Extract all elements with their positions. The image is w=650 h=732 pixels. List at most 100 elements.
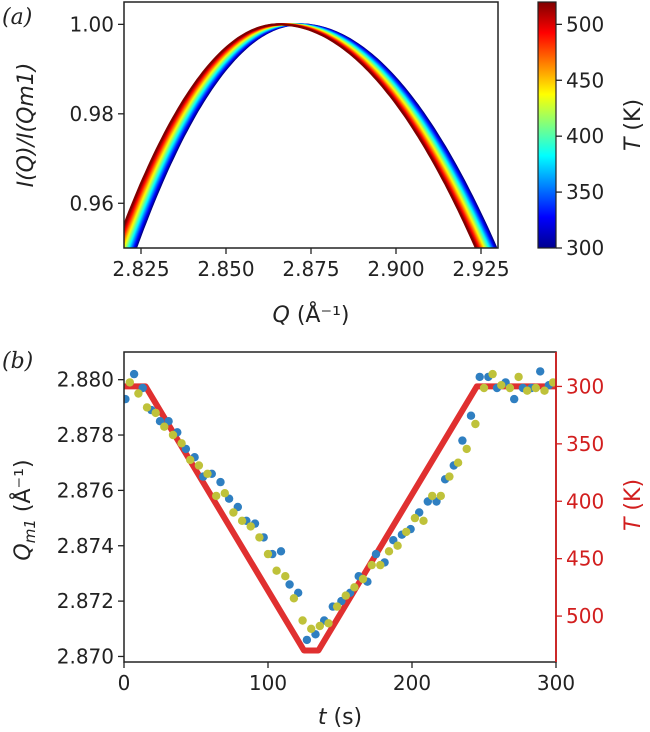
- data-point-olive: [307, 624, 316, 633]
- x-tick-label: 300: [537, 671, 575, 695]
- y-tick-label: 2.876: [57, 478, 114, 502]
- data-point-olive: [376, 560, 385, 570]
- right-tick-label: 400: [566, 489, 604, 513]
- data-point-blue: [475, 372, 484, 382]
- data-point-olive: [471, 419, 480, 429]
- data-point-olive: [255, 533, 264, 542]
- y-tick-label: 2.880: [57, 368, 114, 392]
- data-point-olive: [186, 455, 195, 465]
- y-axis-b: 2.870 2.872 2.874 2.876 2.878 2.880: [57, 368, 124, 668]
- data-point-olive: [246, 522, 255, 531]
- y-tick-label: 2.878: [57, 423, 114, 447]
- y-tick-label: 2.874: [57, 534, 114, 558]
- x-axis-b: 0 100 200 300: [118, 662, 575, 695]
- x-tick-label: 2.925: [452, 257, 509, 281]
- data-point-olive: [497, 381, 506, 390]
- colorbar-tick-label: 400: [566, 124, 604, 148]
- data-point-olive: [540, 386, 549, 395]
- data-point-olive: [531, 383, 540, 393]
- data-point-blue: [124, 394, 130, 404]
- colorbar-tick-label: 350: [566, 180, 604, 204]
- panel-a-label: (a): [2, 5, 32, 30]
- colorbar-tick-label: 300: [566, 236, 604, 260]
- x-axis-label-a: Q (Å⁻¹): [273, 301, 350, 328]
- y-axis-label-a: I(Q)/I(Qm1): [14, 63, 39, 188]
- data-point-olive: [194, 461, 204, 470]
- data-point-olive: [505, 383, 515, 393]
- right-axis-b: 300 350 400 450 500: [556, 374, 604, 628]
- panel-a: (a) 2.825 2.850 2.875 2.900 2.925 0.96 0.98 1.…: [2, 1, 646, 328]
- data-point-olive: [384, 547, 394, 556]
- right-tick-label: 500: [566, 604, 604, 628]
- data-point-olive: [151, 408, 160, 418]
- peak-curve-520K: [124, 23, 478, 248]
- data-point-olive: [324, 619, 333, 628]
- right-tick-label: 450: [566, 547, 604, 571]
- right-tick-label: 350: [566, 432, 604, 456]
- data-point-olive: [212, 491, 221, 501]
- y-tick-label: 0.96: [69, 191, 114, 215]
- data-point-olive: [367, 560, 376, 570]
- x-axis-label-b: t (s): [318, 705, 362, 730]
- data-point-olive: [350, 583, 359, 592]
- data-point-olive: [168, 430, 178, 440]
- data-point-olive: [203, 469, 212, 478]
- data-point-blue: [458, 436, 467, 445]
- data-point-blue: [371, 549, 381, 559]
- data-point-blue: [129, 369, 139, 379]
- data-point-blue: [216, 477, 225, 487]
- data-point-olive: [514, 372, 523, 382]
- data-point-olive: [229, 508, 238, 517]
- x-tick-label: 2.875: [282, 257, 339, 281]
- colorbar-tick-label: 450: [566, 68, 604, 92]
- colorbar-label: T (K): [621, 99, 646, 151]
- data-point-olive: [453, 458, 463, 467]
- data-points: [124, 367, 556, 645]
- data-point-olive: [548, 378, 556, 387]
- data-point-olive: [263, 549, 273, 559]
- panel-b: (b) 0 100 200 300 2.870 2.872 2.874 2.876 2.878…: [2, 349, 646, 730]
- right-axis-label-b: T (K): [621, 479, 646, 531]
- x-tick-label: 100: [249, 671, 287, 695]
- data-point-olive: [332, 602, 342, 611]
- data-point-olive: [479, 383, 489, 393]
- y-axis-a: 0.96 0.98 1.00: [69, 12, 124, 215]
- x-tick-label: 0: [118, 671, 131, 695]
- colorbar-tick-label: 500: [566, 12, 604, 36]
- colorbar: [537, 1, 557, 249]
- data-point-olive: [402, 527, 411, 537]
- data-point-olive: [160, 422, 169, 431]
- data-point-olive: [298, 616, 307, 625]
- y-axis-label-b: Qm1 (Å⁻¹): [9, 459, 39, 560]
- colorbar-axis: 300 350 400 450 500: [556, 12, 604, 260]
- x-tick-label: 200: [393, 671, 431, 695]
- data-point-blue: [276, 547, 286, 556]
- data-point-olive: [445, 472, 454, 481]
- data-point-olive: [419, 516, 428, 525]
- data-point-olive: [237, 516, 247, 525]
- data-point-olive: [220, 489, 229, 498]
- data-point-olive: [272, 566, 281, 575]
- data-point-olive: [488, 369, 497, 379]
- peak-curves: [124, 23, 498, 248]
- y-tick-label: 2.870: [57, 644, 114, 668]
- x-tick-label: 2.900: [367, 257, 424, 281]
- data-point-olive: [358, 574, 368, 584]
- data-point-blue: [510, 394, 519, 404]
- data-point-olive: [393, 541, 402, 550]
- y-tick-label: 1.00: [69, 12, 114, 36]
- temperature-line: [124, 383, 556, 654]
- data-point-olive: [289, 594, 299, 603]
- data-point-olive: [341, 591, 350, 600]
- y-tick-label: 0.98: [69, 102, 114, 126]
- x-axis-a: 2.825 2.850 2.875 2.900 2.925: [112, 248, 510, 281]
- data-point-blue: [285, 580, 294, 589]
- data-point-olive: [462, 444, 471, 454]
- data-point-olive: [134, 389, 143, 398]
- data-point-olive: [428, 491, 437, 501]
- data-point-olive: [281, 572, 290, 581]
- right-tick-label: 300: [566, 374, 604, 398]
- x-tick-label: 2.850: [197, 257, 254, 281]
- data-point-blue: [302, 635, 312, 645]
